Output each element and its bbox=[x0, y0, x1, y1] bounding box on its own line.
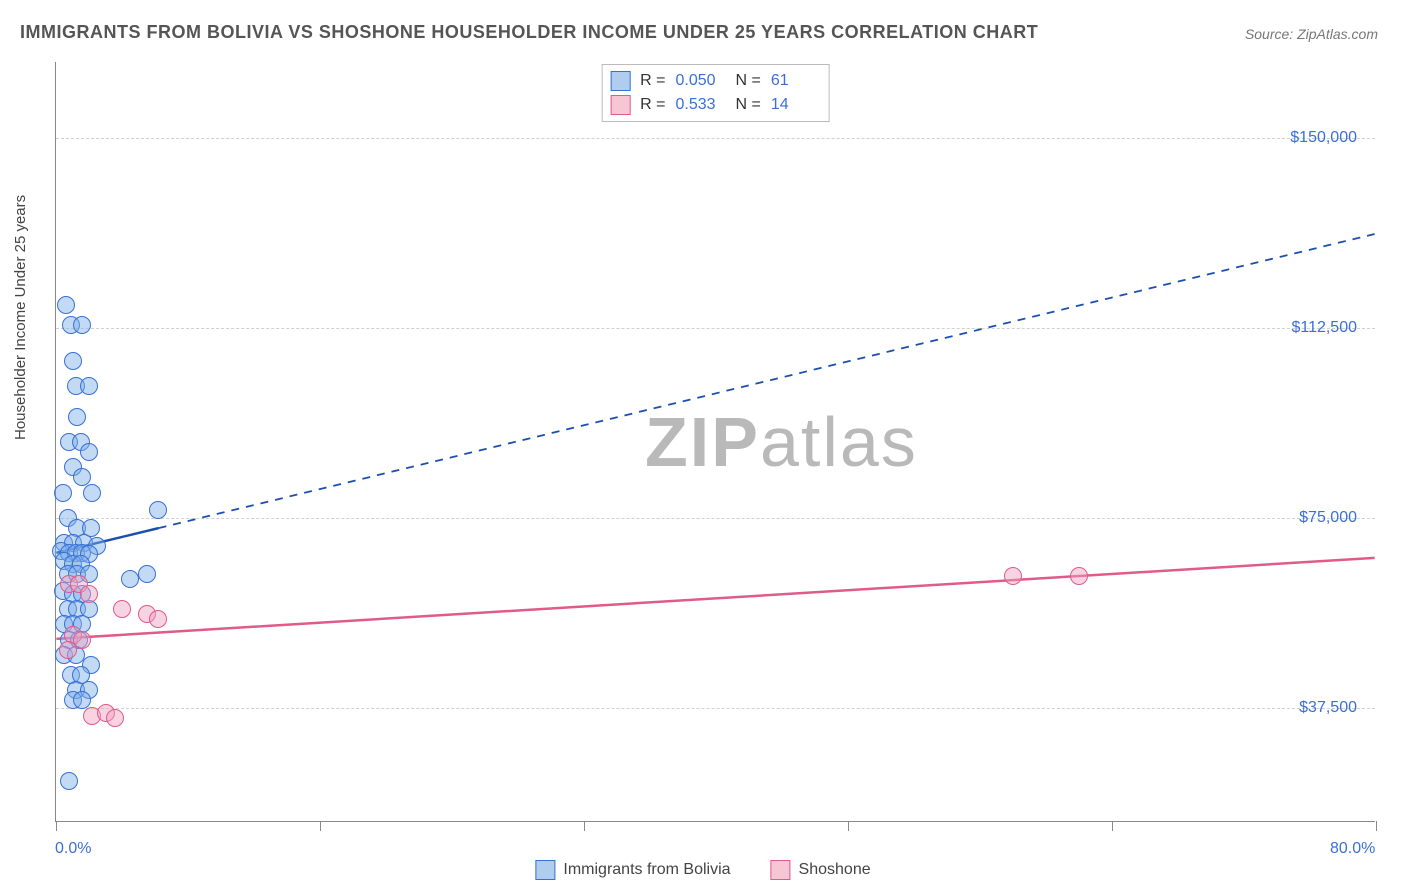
shoshone-point bbox=[1070, 567, 1088, 585]
bolivia-point bbox=[138, 565, 156, 583]
legend-stats: R = 0.050 N = 61 R = 0.533 N = 14 bbox=[601, 64, 830, 122]
x-max-label: 80.0% bbox=[1330, 840, 1375, 858]
bolivia-point bbox=[80, 377, 98, 395]
legend-stat-row: R = 0.050 N = 61 bbox=[610, 69, 821, 93]
shoshone-point bbox=[1004, 567, 1022, 585]
shoshone-point bbox=[106, 709, 124, 727]
bolivia-point bbox=[80, 443, 98, 461]
legend-series-item: Immigrants from Bolivia bbox=[535, 860, 730, 880]
x-tick bbox=[56, 821, 57, 831]
legend-swatch bbox=[610, 95, 630, 115]
n-label: N = bbox=[736, 96, 761, 114]
shoshone-point bbox=[80, 585, 98, 603]
bolivia-point bbox=[57, 296, 75, 314]
bolivia-point bbox=[83, 484, 101, 502]
legend-series-label: Immigrants from Bolivia bbox=[563, 861, 730, 879]
x-tick bbox=[320, 821, 321, 831]
bolivia-point bbox=[121, 570, 139, 588]
bolivia-point bbox=[64, 352, 82, 370]
shoshone-point bbox=[113, 600, 131, 618]
x-tick bbox=[1112, 821, 1113, 831]
y-axis-label: Householder Income Under 25 years bbox=[12, 195, 29, 440]
correlation-chart: IMMIGRANTS FROM BOLIVIA VS SHOSHONE HOUS… bbox=[0, 0, 1406, 892]
legend-swatch bbox=[535, 860, 555, 880]
bolivia-point bbox=[60, 772, 78, 790]
source-attribution: Source: ZipAtlas.com bbox=[1245, 26, 1378, 42]
x-tick bbox=[584, 821, 585, 831]
x-tick bbox=[848, 821, 849, 831]
n-value: 61 bbox=[771, 72, 821, 90]
r-label: R = bbox=[640, 96, 665, 114]
legend-series-label: Shoshone bbox=[799, 861, 871, 879]
chart-title: IMMIGRANTS FROM BOLIVIA VS SHOSHONE HOUS… bbox=[20, 22, 1038, 43]
n-value: 14 bbox=[771, 96, 821, 114]
bolivia-point bbox=[73, 316, 91, 334]
r-value: 0.533 bbox=[676, 96, 726, 114]
trend-lines bbox=[56, 62, 1375, 821]
bolivia-point bbox=[149, 501, 167, 519]
shoshone-point bbox=[59, 641, 77, 659]
legend-stat-row: R = 0.533 N = 14 bbox=[610, 93, 821, 117]
x-min-label: 0.0% bbox=[55, 840, 91, 858]
legend-swatch bbox=[771, 860, 791, 880]
r-label: R = bbox=[640, 72, 665, 90]
bolivia-point bbox=[54, 484, 72, 502]
legend-swatch bbox=[610, 71, 630, 91]
x-tick bbox=[1376, 821, 1377, 831]
plot-area: ZIPatlas R =0.050N =61R =0.533N =14 $37,… bbox=[55, 62, 1375, 822]
legend-series-item: Shoshone bbox=[771, 860, 871, 880]
n-label: N = bbox=[736, 72, 761, 90]
legend-series: Immigrants from Bolivia Shoshone bbox=[535, 860, 870, 880]
shoshone-point bbox=[149, 610, 167, 628]
r-value: 0.050 bbox=[676, 72, 726, 90]
bolivia-point bbox=[68, 408, 86, 426]
